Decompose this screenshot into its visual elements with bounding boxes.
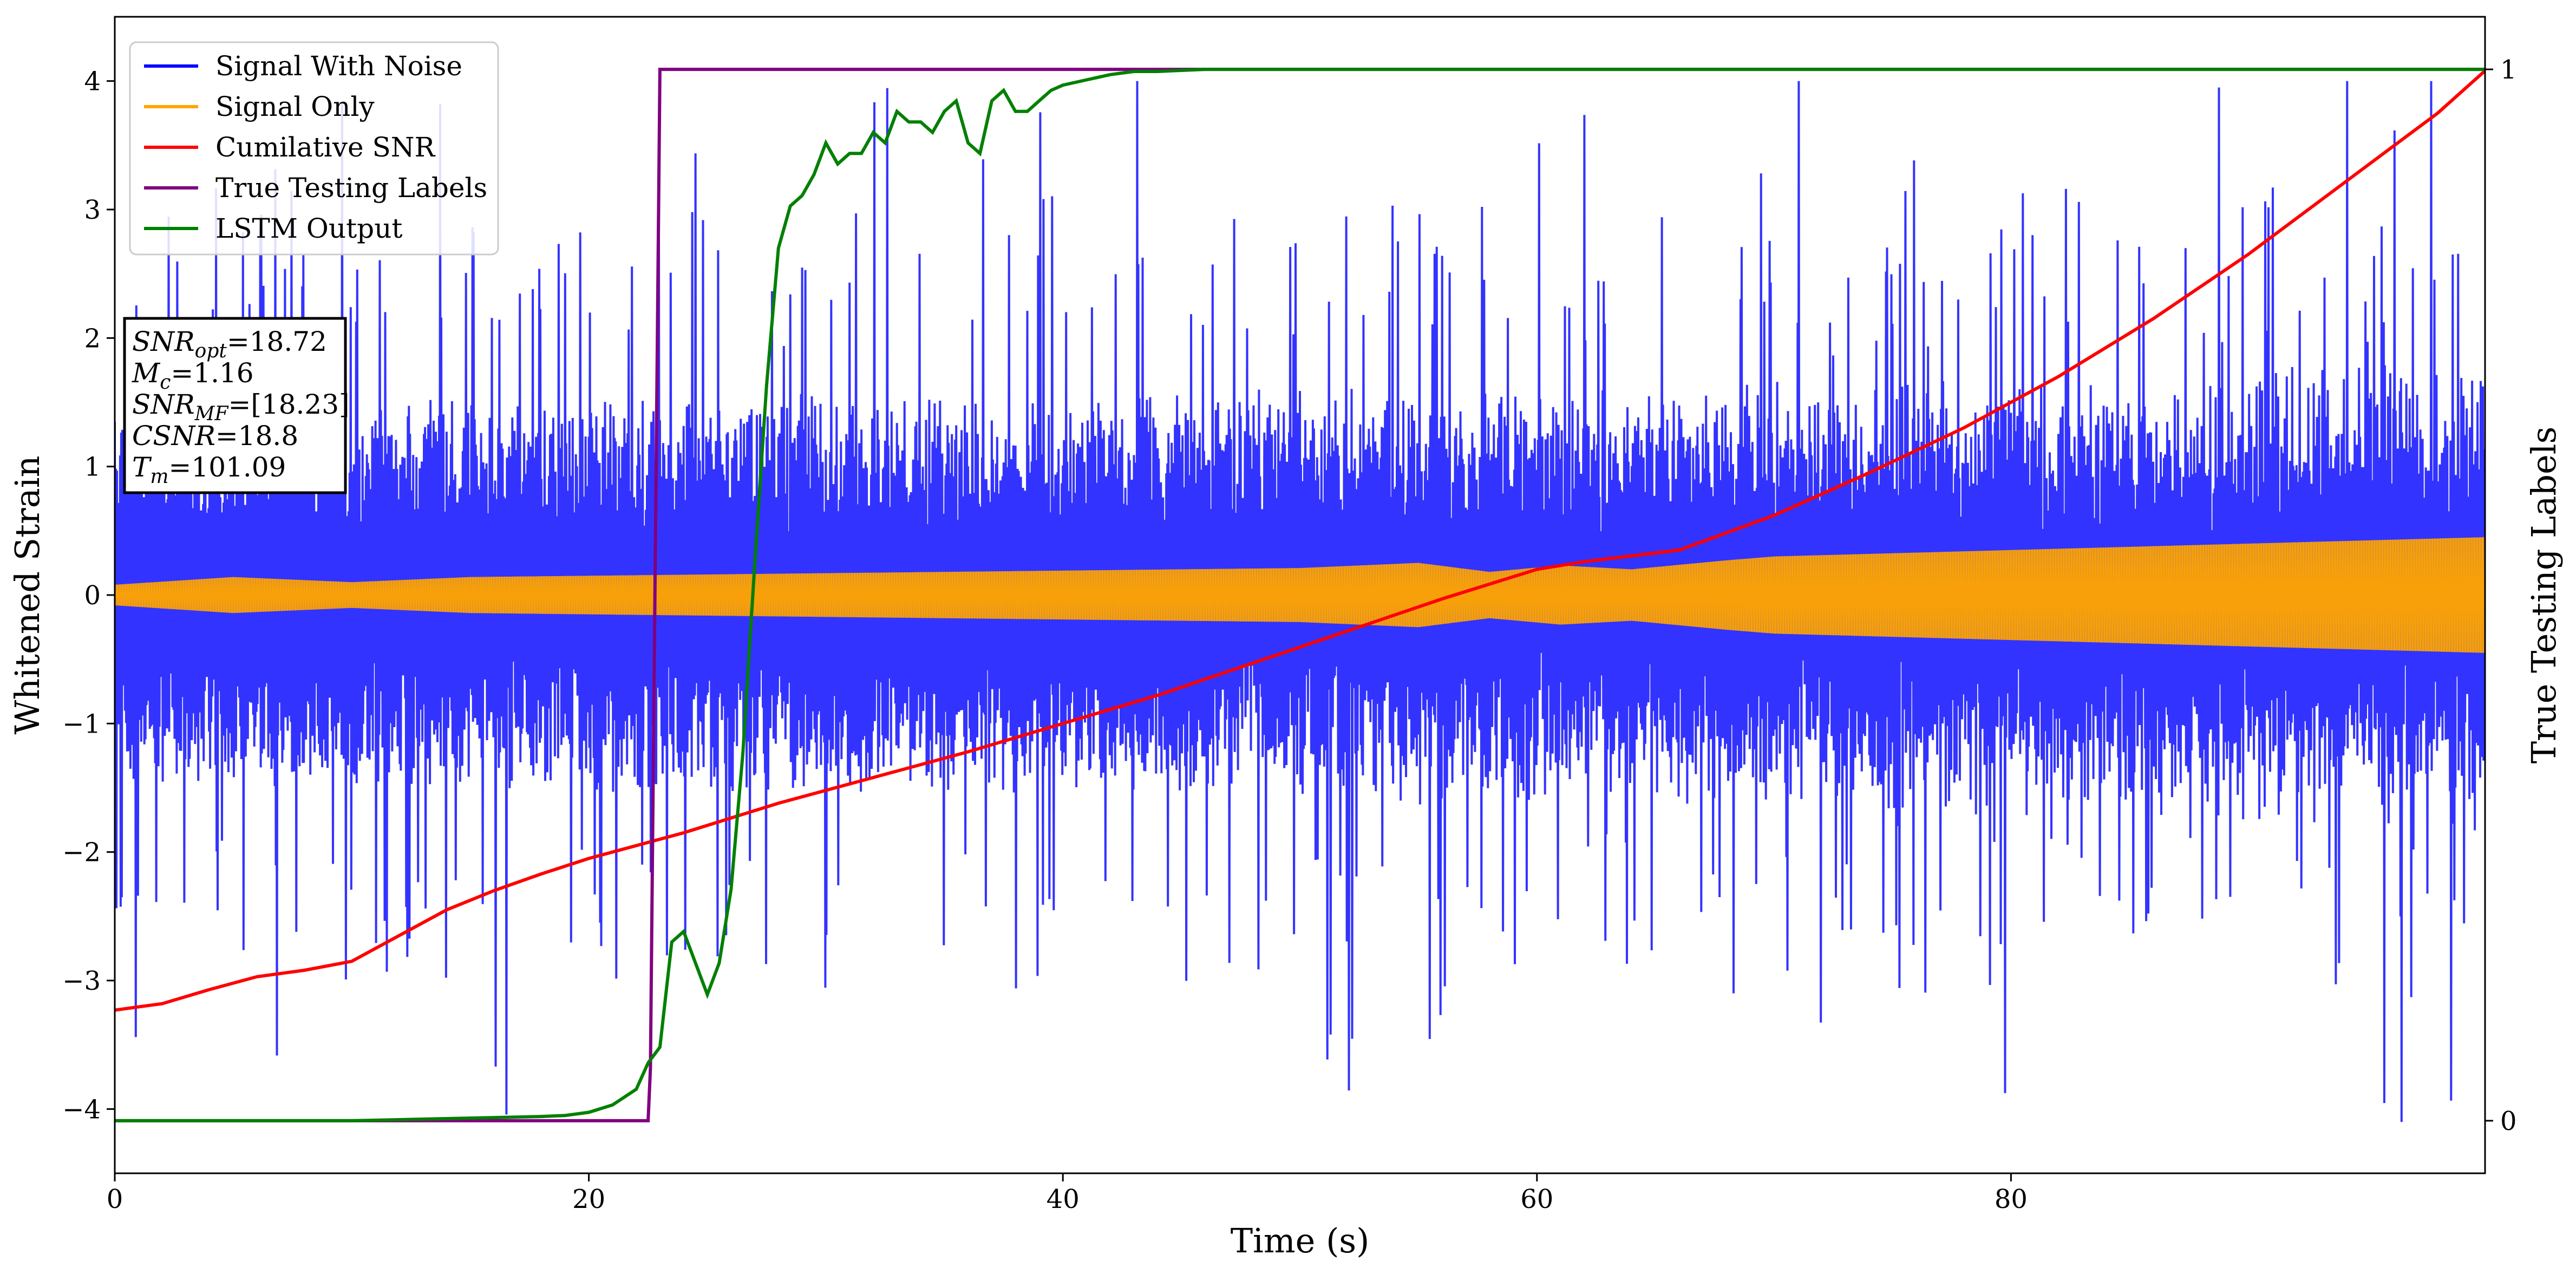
y-tick-label: −3 (62, 966, 101, 996)
annotation-subscript: c (160, 371, 171, 394)
annotation-box (123, 317, 347, 494)
annotation-subscript: opt (195, 340, 227, 362)
y2-tick-label: 0 (2500, 1106, 2517, 1136)
legend-label: LSTM Output (215, 213, 402, 244)
x-tick-label: 60 (1520, 1184, 1553, 1214)
annotation-subscript: m (150, 466, 168, 488)
annotation-line: Mc=1.16 (132, 357, 254, 394)
y-tick-label: 1 (84, 452, 101, 482)
y-tick-label: 3 (84, 195, 101, 225)
annotation-symbol: SNR (132, 326, 195, 357)
annotation-symbol: T (132, 452, 152, 483)
series-cumulative-snr (115, 69, 2485, 1012)
y2-tick-label: 1 (2500, 55, 2517, 85)
y-tick-label: 4 (84, 67, 101, 97)
x-tick-label: 0 (107, 1184, 123, 1214)
annotation-line: SNRopt=18.72 (132, 326, 327, 362)
annotation-symbol: CSNR (132, 420, 215, 452)
annotation-value: =18.8 (215, 420, 298, 452)
x-tick-label: 80 (1995, 1184, 2028, 1214)
annotation-value: =18.72 (227, 326, 327, 357)
annotation-value: =101.09 (169, 452, 286, 483)
annotation-line: Tm=101.09 (132, 452, 286, 488)
y-tick-label: 2 (84, 323, 101, 354)
series-signal-with-noise (115, 81, 2485, 1122)
annotation-line: CSNR=18.8 (132, 420, 298, 452)
legend-label: True Testing Labels (215, 172, 487, 204)
legend-label: Cumilative SNR (215, 132, 435, 163)
annotation-line: SNRMF=[18.23] (132, 389, 350, 425)
annotation-value: =[18.23] (228, 389, 350, 420)
legend-label: Signal Only (215, 91, 375, 122)
annotation-subscript: MF (194, 403, 230, 425)
y2-axis-title: True Testing Labels (2524, 427, 2564, 764)
y-axis-title: Whitened Strain (8, 456, 47, 735)
x-tick-label: 40 (1047, 1184, 1080, 1214)
annotation-symbol: SNR (132, 389, 195, 420)
legend-box (129, 41, 499, 256)
series-lstm-output (115, 68, 2485, 1122)
y-tick-label: 0 (84, 580, 101, 611)
series-signal-only-oscillation (115, 537, 2485, 653)
x-tick-label: 20 (572, 1184, 605, 1214)
parameter-annotation: SNRopt=18.72Mc=1.16SNRMF=[18.23]CSNR=18.… (123, 317, 350, 494)
annotation-symbol: M (132, 357, 161, 389)
plot-area (115, 68, 2485, 1122)
annotation-value: =1.16 (171, 357, 253, 389)
legend-label: Signal With Noise (215, 50, 462, 82)
y-tick-label: −2 (62, 838, 101, 868)
legend: Signal With Noise Signal Only Cumilative S… (129, 41, 499, 256)
x-axis-title: Time (s) (1231, 1221, 1370, 1260)
y-tick-label: −1 (62, 709, 101, 739)
y-tick-label: −4 (62, 1094, 101, 1125)
